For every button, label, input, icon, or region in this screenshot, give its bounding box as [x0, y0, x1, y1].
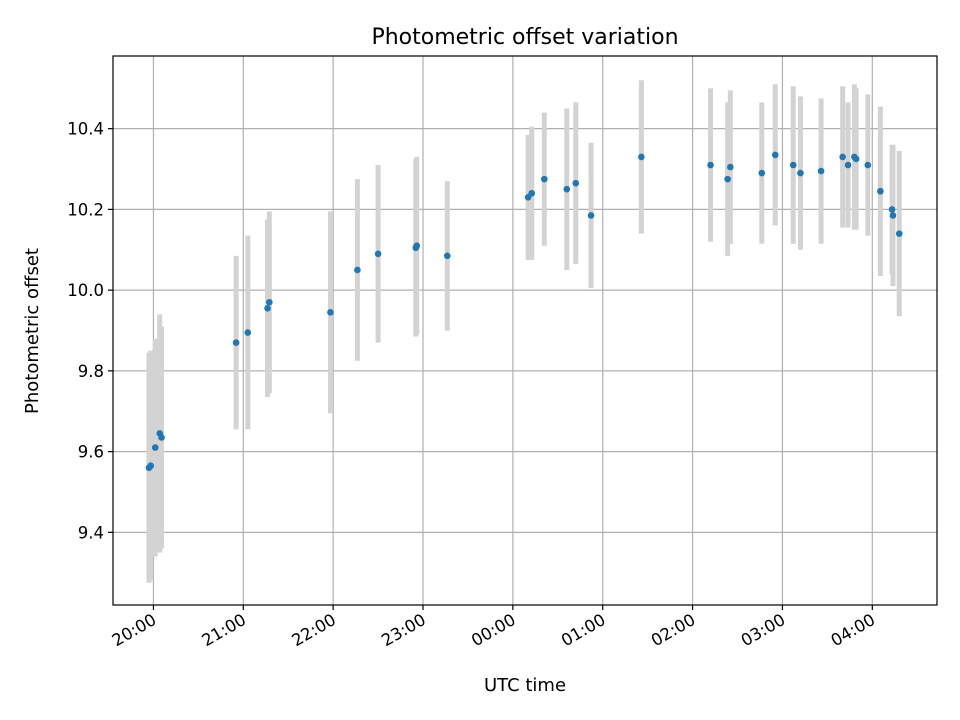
data-point	[852, 155, 860, 163]
data-point	[895, 230, 903, 237]
y-tick-label: 10.4	[67, 120, 104, 139]
data-point	[158, 434, 165, 441]
data-point	[266, 298, 273, 306]
data-point	[638, 153, 645, 161]
data-point	[889, 212, 897, 219]
data-point	[888, 206, 896, 213]
data-point	[413, 242, 421, 250]
data-point	[839, 153, 846, 161]
data-points	[145, 151, 903, 472]
data-point	[563, 185, 571, 193]
data-point	[771, 151, 779, 159]
data-point	[443, 252, 451, 260]
data-point	[844, 161, 852, 169]
data-point	[541, 175, 548, 183]
data-point	[864, 161, 872, 169]
y-tick-label: 9.8	[78, 362, 104, 381]
data-point	[232, 339, 240, 346]
data-point	[151, 444, 159, 451]
data-point	[724, 175, 731, 183]
data-point	[374, 250, 382, 258]
y-axis-label: Photometric offset	[22, 248, 43, 414]
data-point	[147, 462, 155, 470]
data-point	[327, 309, 334, 316]
y-axis-ticks: 9.4 9.6 9.8 10.0 10.2 10.4	[67, 120, 113, 542]
chart-title: Photometric offset variation	[371, 25, 678, 50]
y-tick-label: 9.4	[78, 523, 104, 542]
data-point	[528, 189, 536, 197]
y-tick-label: 10.2	[67, 200, 104, 219]
y-tick-label: 10.0	[67, 281, 104, 300]
data-point	[572, 179, 580, 187]
data-point	[877, 187, 884, 195]
data-point	[244, 329, 252, 336]
data-point	[789, 161, 797, 169]
data-point	[587, 212, 595, 219]
data-point	[264, 304, 271, 312]
data-point	[727, 163, 734, 171]
x-axis-label: UTC time	[484, 675, 566, 696]
data-point	[817, 167, 825, 175]
data-point	[797, 169, 804, 177]
y-tick-label: 9.6	[78, 443, 104, 462]
data-point	[354, 266, 361, 274]
data-point	[707, 161, 714, 169]
data-point	[758, 169, 766, 177]
plot-frame	[112, 55, 938, 606]
